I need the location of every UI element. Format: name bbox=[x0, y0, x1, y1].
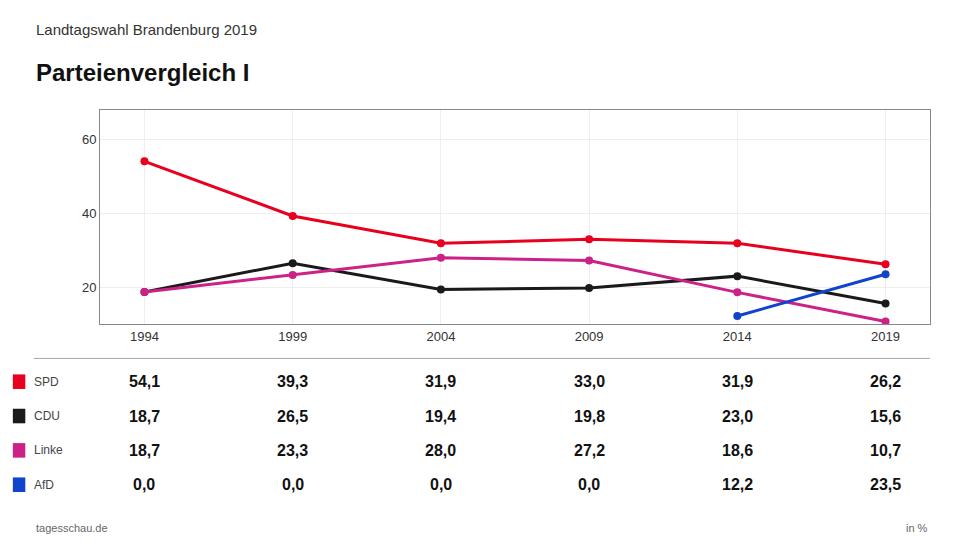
svg-text:in %: in % bbox=[906, 522, 928, 534]
svg-text:26,5: 26,5 bbox=[277, 408, 308, 425]
svg-text:23,5: 23,5 bbox=[870, 476, 901, 493]
svg-text:0,0: 0,0 bbox=[282, 476, 304, 493]
svg-text:18,7: 18,7 bbox=[129, 442, 160, 459]
svg-text:CDU: CDU bbox=[34, 409, 60, 423]
svg-text:20: 20 bbox=[82, 280, 96, 295]
svg-text:31,9: 31,9 bbox=[425, 373, 456, 390]
svg-text:12,2: 12,2 bbox=[722, 476, 753, 493]
svg-text:tagesschau.de: tagesschau.de bbox=[36, 522, 108, 534]
svg-text:1994: 1994 bbox=[130, 329, 159, 344]
svg-text:40: 40 bbox=[82, 206, 96, 221]
svg-text:0,0: 0,0 bbox=[430, 476, 452, 493]
svg-text:Landtagswahl Brandenburg 2019: Landtagswahl Brandenburg 2019 bbox=[36, 21, 257, 38]
svg-text:1999: 1999 bbox=[278, 329, 307, 344]
svg-text:19,8: 19,8 bbox=[574, 408, 605, 425]
svg-text:2019: 2019 bbox=[871, 329, 900, 344]
svg-text:19,4: 19,4 bbox=[425, 408, 456, 425]
svg-text:15,6: 15,6 bbox=[870, 408, 901, 425]
svg-text:2009: 2009 bbox=[575, 329, 604, 344]
svg-text:10,7: 10,7 bbox=[870, 442, 901, 459]
svg-text:28,0: 28,0 bbox=[425, 442, 456, 459]
svg-text:0,0: 0,0 bbox=[133, 476, 155, 493]
svg-text:54,1: 54,1 bbox=[129, 373, 160, 390]
svg-text:0,0: 0,0 bbox=[578, 476, 600, 493]
svg-text:18,6: 18,6 bbox=[722, 442, 753, 459]
svg-text:2014: 2014 bbox=[723, 329, 752, 344]
svg-text:60: 60 bbox=[82, 132, 96, 147]
svg-text:23,3: 23,3 bbox=[277, 442, 308, 459]
svg-text:27,2: 27,2 bbox=[574, 442, 605, 459]
svg-text:31,9: 31,9 bbox=[722, 373, 753, 390]
svg-text:23,0: 23,0 bbox=[722, 408, 753, 425]
svg-text:26,2: 26,2 bbox=[870, 373, 901, 390]
svg-text:Linke: Linke bbox=[34, 443, 63, 457]
svg-text:2004: 2004 bbox=[426, 329, 455, 344]
svg-text:AfD: AfD bbox=[34, 478, 54, 492]
svg-text:33,0: 33,0 bbox=[574, 373, 605, 390]
svg-text:18,7: 18,7 bbox=[129, 408, 160, 425]
svg-text:SPD: SPD bbox=[34, 375, 59, 389]
svg-text:39,3: 39,3 bbox=[277, 373, 308, 390]
svg-text:Parteienvergleich I: Parteienvergleich I bbox=[36, 59, 249, 86]
